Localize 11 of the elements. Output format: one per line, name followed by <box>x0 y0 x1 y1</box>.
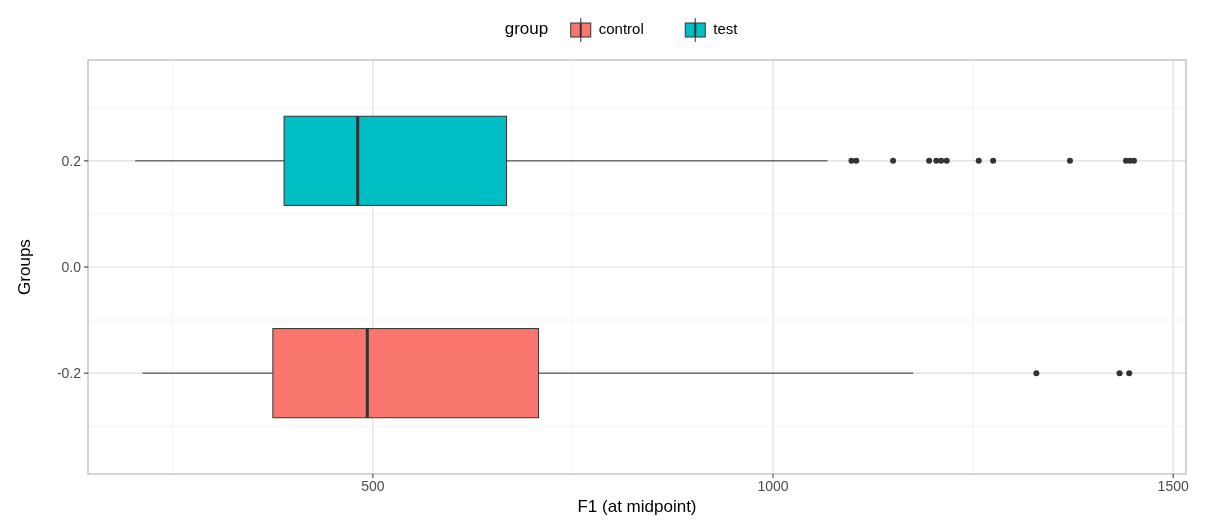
y-tick-label: -0.2 <box>56 365 82 382</box>
x-tick-label: 1000 <box>757 478 789 494</box>
y-axis-title: Groups <box>15 239 34 295</box>
legend-title: group <box>504 19 549 38</box>
y-tick-label: 0.2 <box>61 152 82 169</box>
x-axis-title: F1 (at midpoint) <box>577 497 697 516</box>
x-tick-label: 1500 <box>1157 478 1189 494</box>
x-tick-label: 500 <box>361 478 385 494</box>
legend-label: test <box>713 20 739 37</box>
y-tick-label: 0.0 <box>61 259 82 275</box>
legend-label: control <box>598 20 644 37</box>
